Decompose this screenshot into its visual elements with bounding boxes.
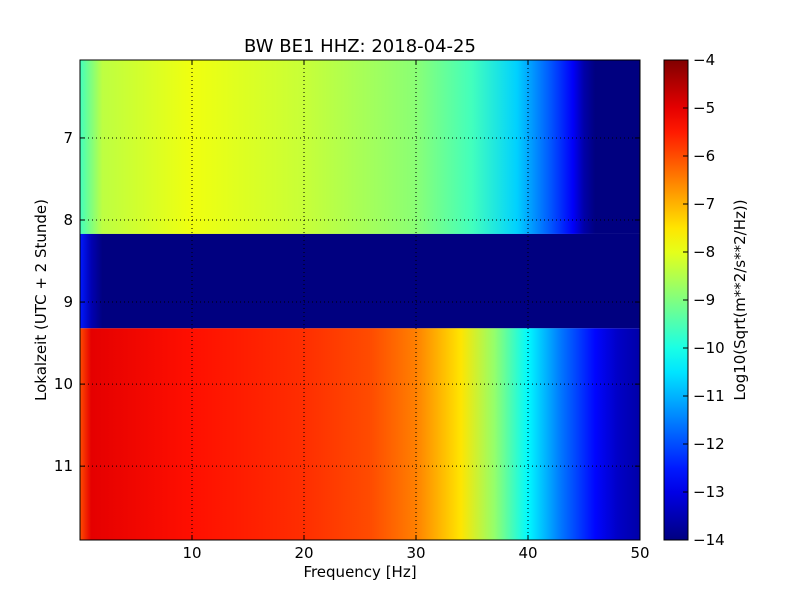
x-tick-label: 30 bbox=[406, 544, 425, 562]
x-tick-label: 10 bbox=[182, 544, 201, 562]
heatmap-segment bbox=[80, 233, 640, 329]
y-axis: 7 8 9 10 11 bbox=[54, 129, 640, 475]
colorbar-tick-label: −9 bbox=[693, 291, 715, 309]
x-tick-label: 20 bbox=[294, 544, 313, 562]
y-tick-label: 10 bbox=[54, 375, 73, 393]
colorbar-tick-label: −6 bbox=[693, 147, 715, 165]
colorbar-tick-label: −7 bbox=[693, 195, 715, 213]
heatmap-segment bbox=[80, 60, 640, 234]
grid-lines bbox=[80, 60, 641, 540]
colorbar-tick-label: −14 bbox=[693, 531, 725, 549]
y-axis-label: Lokalzeit (UTC + 2 Stunde) bbox=[32, 199, 50, 401]
colorbar-tick-label: −12 bbox=[693, 435, 725, 453]
x-axis: 10 20 30 40 50 bbox=[182, 60, 650, 562]
colorbar-tick-label: −4 bbox=[693, 51, 715, 69]
colorbar-tick-label: −11 bbox=[693, 387, 725, 405]
x-tick-label: 50 bbox=[630, 544, 649, 562]
colorbar-tick-label: −10 bbox=[693, 339, 725, 357]
x-tick-label: 40 bbox=[518, 544, 537, 562]
colorbar-tick-label: −5 bbox=[693, 99, 715, 117]
heatmap-segment bbox=[80, 328, 640, 540]
colorbar-axis: −4 −5 −6 −7 −8 −9 −10 −11 −12 −13 −14 bbox=[683, 51, 725, 549]
y-tick-label: 8 bbox=[63, 211, 73, 229]
colorbar-tick-label: −13 bbox=[693, 483, 725, 501]
y-tick-label: 11 bbox=[54, 457, 73, 475]
heatmap-area bbox=[80, 60, 640, 540]
y-tick-label: 9 bbox=[63, 293, 73, 311]
colorbar-label: Log10(Sqrt(m**2/s**2/Hz)) bbox=[731, 199, 749, 400]
y-tick-label: 7 bbox=[63, 129, 73, 147]
plot-frame bbox=[79, 59, 641, 541]
x-axis-label: Frequency [Hz] bbox=[303, 563, 416, 581]
chart-title: BW BE1 HHZ: 2018-04-25 bbox=[244, 36, 476, 57]
colorbar-tick-label: −8 bbox=[693, 243, 715, 261]
